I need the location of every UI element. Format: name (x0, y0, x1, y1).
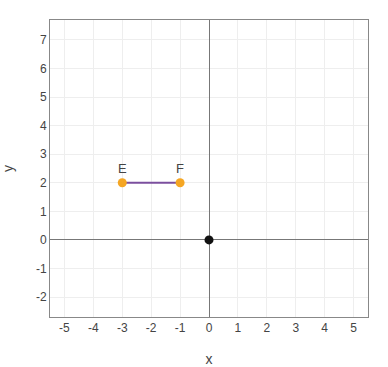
svg-text:y: y (0, 165, 16, 172)
svg-text:6: 6 (40, 62, 47, 76)
svg-text:0: 0 (40, 233, 47, 247)
svg-text:-1: -1 (36, 262, 47, 276)
svg-text:-2: -2 (146, 321, 157, 335)
svg-text:F: F (176, 161, 184, 176)
svg-text:-4: -4 (88, 321, 99, 335)
svg-text:3: 3 (40, 147, 47, 161)
svg-text:E: E (118, 161, 127, 176)
svg-text:-3: -3 (117, 321, 128, 335)
svg-text:2: 2 (263, 321, 270, 335)
svg-text:1: 1 (235, 321, 242, 335)
svg-text:1: 1 (40, 205, 47, 219)
svg-text:0: 0 (206, 321, 213, 335)
svg-text:5: 5 (40, 90, 47, 104)
svg-text:-5: -5 (59, 321, 70, 335)
svg-text:-1: -1 (175, 321, 186, 335)
svg-text:2: 2 (40, 176, 47, 190)
svg-text:4: 4 (321, 321, 328, 335)
svg-text:5: 5 (350, 321, 357, 335)
svg-text:x: x (206, 351, 213, 367)
svg-text:4: 4 (40, 119, 47, 133)
svg-text:-2: -2 (36, 290, 47, 304)
svg-text:7: 7 (40, 33, 47, 47)
svg-text:3: 3 (292, 321, 299, 335)
